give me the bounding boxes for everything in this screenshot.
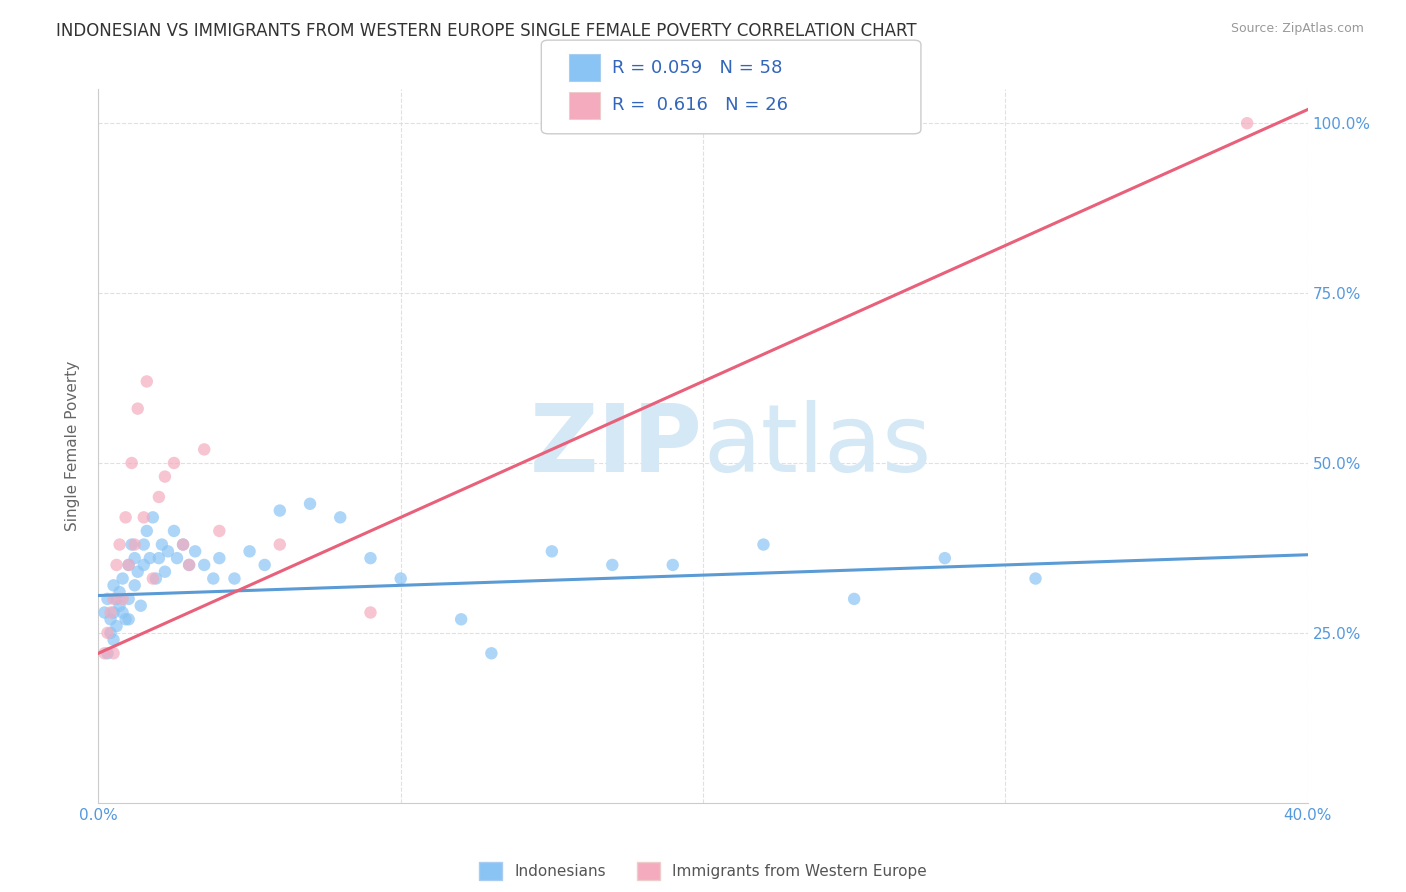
Point bbox=[253, 558, 276, 572]
Point bbox=[111, 591, 134, 606]
Point bbox=[124, 537, 146, 551]
Point bbox=[103, 632, 125, 647]
Point bbox=[142, 510, 165, 524]
Point bbox=[450, 612, 472, 626]
Point bbox=[124, 551, 146, 566]
Point bbox=[111, 606, 134, 620]
Y-axis label: Single Female Poverty: Single Female Poverty bbox=[65, 361, 80, 531]
Text: atlas: atlas bbox=[703, 400, 931, 492]
Point bbox=[153, 565, 176, 579]
Point bbox=[752, 537, 775, 551]
Point bbox=[184, 544, 207, 558]
Point bbox=[540, 544, 562, 558]
Point bbox=[93, 606, 115, 620]
Point bbox=[132, 510, 155, 524]
Text: ZIP: ZIP bbox=[530, 400, 703, 492]
Point bbox=[481, 646, 503, 660]
Point bbox=[360, 606, 382, 620]
Point bbox=[100, 606, 122, 620]
Text: INDONESIAN VS IMMIGRANTS FROM WESTERN EUROPE SINGLE FEMALE POVERTY CORRELATION C: INDONESIAN VS IMMIGRANTS FROM WESTERN EU… bbox=[56, 22, 917, 40]
Point bbox=[166, 551, 188, 566]
Point bbox=[96, 646, 118, 660]
Point bbox=[360, 551, 382, 566]
Point bbox=[1024, 572, 1046, 586]
Point bbox=[118, 558, 141, 572]
Point bbox=[96, 626, 118, 640]
Point bbox=[121, 456, 143, 470]
Point bbox=[269, 537, 291, 551]
Point bbox=[103, 578, 125, 592]
Point bbox=[127, 401, 149, 416]
Point bbox=[148, 490, 170, 504]
Point bbox=[135, 375, 157, 389]
Point bbox=[299, 497, 322, 511]
Point bbox=[105, 619, 128, 633]
Point bbox=[100, 612, 122, 626]
Point bbox=[179, 558, 201, 572]
Point bbox=[224, 572, 246, 586]
Point bbox=[103, 606, 125, 620]
Point bbox=[118, 591, 141, 606]
Point bbox=[103, 646, 125, 660]
Point bbox=[108, 537, 131, 551]
Point bbox=[108, 585, 131, 599]
Legend: Indonesians, Immigrants from Western Europe: Indonesians, Immigrants from Western Eur… bbox=[472, 854, 934, 888]
Point bbox=[142, 572, 165, 586]
Text: Source: ZipAtlas.com: Source: ZipAtlas.com bbox=[1230, 22, 1364, 36]
Point bbox=[127, 565, 149, 579]
Point bbox=[105, 558, 128, 572]
Point bbox=[163, 456, 186, 470]
Point bbox=[114, 612, 136, 626]
Point bbox=[153, 469, 176, 483]
Point bbox=[208, 551, 231, 566]
Point bbox=[150, 537, 173, 551]
Point bbox=[111, 572, 134, 586]
Point bbox=[193, 442, 215, 457]
Point bbox=[1236, 116, 1258, 130]
Point bbox=[179, 558, 201, 572]
Point bbox=[329, 510, 352, 524]
Point bbox=[93, 646, 115, 660]
Point bbox=[208, 524, 231, 538]
Point bbox=[100, 626, 122, 640]
Point bbox=[389, 572, 412, 586]
Point bbox=[269, 503, 291, 517]
Point bbox=[148, 551, 170, 566]
Point bbox=[172, 537, 194, 551]
Point bbox=[163, 524, 186, 538]
Point bbox=[103, 591, 125, 606]
Point bbox=[124, 578, 146, 592]
Point bbox=[105, 591, 128, 606]
Point bbox=[172, 537, 194, 551]
Text: R =  0.616   N = 26: R = 0.616 N = 26 bbox=[612, 96, 787, 114]
Point bbox=[96, 591, 118, 606]
Point bbox=[156, 544, 179, 558]
Point bbox=[602, 558, 624, 572]
Point bbox=[661, 558, 683, 572]
Point bbox=[202, 572, 225, 586]
Point bbox=[118, 612, 141, 626]
Point bbox=[934, 551, 956, 566]
Point bbox=[139, 551, 162, 566]
Point bbox=[129, 599, 152, 613]
Point bbox=[132, 558, 155, 572]
Point bbox=[193, 558, 215, 572]
Point bbox=[108, 599, 131, 613]
Point bbox=[135, 524, 157, 538]
Point bbox=[132, 537, 155, 551]
Point bbox=[844, 591, 866, 606]
Point bbox=[121, 537, 143, 551]
Point bbox=[145, 572, 167, 586]
Text: R = 0.059   N = 58: R = 0.059 N = 58 bbox=[612, 59, 782, 77]
Point bbox=[114, 510, 136, 524]
Point bbox=[239, 544, 262, 558]
Point bbox=[118, 558, 141, 572]
